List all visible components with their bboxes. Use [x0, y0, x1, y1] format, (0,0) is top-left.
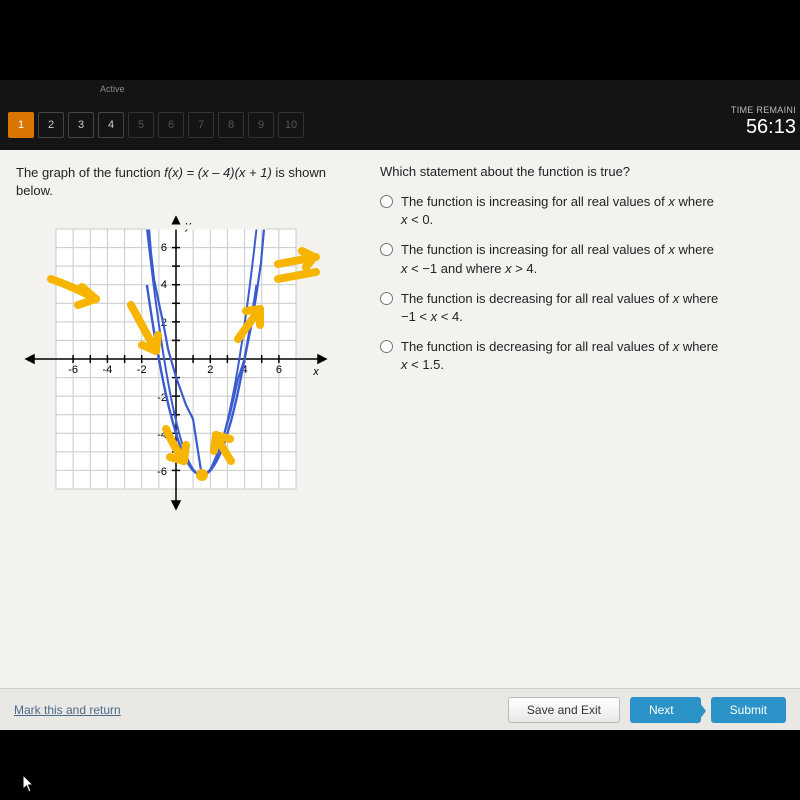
right-column: Which statement about the function is tr…	[356, 164, 784, 680]
option-4-label: The function is decreasing for all real …	[401, 338, 718, 374]
timer-value: 56:13	[731, 116, 796, 138]
content-panel: The graph of the function f(x) = (x – 4)…	[0, 150, 800, 730]
nav-q1[interactable]: 1	[8, 112, 34, 138]
option-1-label: The function is increasing for all real …	[401, 193, 714, 229]
svg-text:6: 6	[161, 242, 167, 254]
option-2[interactable]: The function is increasing for all real …	[380, 241, 784, 277]
graph: -6 -4 -2 2 4 6 6 4 2 -2 -4 -6 y x	[16, 209, 336, 519]
graph-svg: -6 -4 -2 2 4 6 6 4 2 -2 -4 -6 y x	[16, 209, 336, 519]
footer: Mark this and return Save and Exit Next …	[0, 688, 800, 730]
option-1-radio[interactable]	[380, 195, 393, 208]
prompt-text: The graph of the function f(x) = (x – 4)…	[16, 164, 356, 199]
nav-q7[interactable]: 7	[188, 112, 214, 138]
nav-q10[interactable]: 10	[278, 112, 304, 138]
svg-text:-4: -4	[103, 364, 113, 376]
next-button[interactable]: Next	[630, 697, 701, 723]
svg-text:-6: -6	[68, 364, 78, 376]
nav-q8[interactable]: 8	[218, 112, 244, 138]
nav-q2[interactable]: 2	[38, 112, 64, 138]
active-label: Active	[100, 84, 125, 94]
submit-button[interactable]: Submit	[711, 697, 786, 723]
question-text: Which statement about the function is tr…	[380, 164, 784, 179]
option-2-radio[interactable]	[380, 243, 393, 256]
option-3-radio[interactable]	[380, 292, 393, 305]
option-1[interactable]: The function is increasing for all real …	[380, 193, 784, 229]
mouse-cursor-icon	[22, 774, 36, 794]
nav-q5[interactable]: 5	[128, 112, 154, 138]
svg-text:-2: -2	[137, 364, 147, 376]
option-3-label: The function is decreasing for all real …	[401, 290, 718, 326]
quiz-screen: Active 1 2 3 4 5 6 7 8 9 10 TIME REMAINI…	[0, 80, 800, 730]
nav-q4[interactable]: 4	[98, 112, 124, 138]
svg-text:4: 4	[161, 279, 167, 291]
option-3[interactable]: The function is decreasing for all real …	[380, 290, 784, 326]
timer-label: TIME REMAINI	[731, 106, 796, 116]
prompt-fn: f(x) = (x – 4)(x + 1)	[164, 165, 272, 180]
question-nav: 1 2 3 4 5 6 7 8 9 10 TIME REMAINI 56:13	[0, 100, 800, 150]
left-column: The graph of the function f(x) = (x – 4)…	[16, 164, 356, 680]
option-2-label: The function is increasing for all real …	[401, 241, 714, 277]
save-exit-button[interactable]: Save and Exit	[508, 697, 620, 723]
prompt-pre: The graph of the function	[16, 165, 164, 180]
nav-q3[interactable]: 3	[68, 112, 94, 138]
option-4[interactable]: The function is decreasing for all real …	[380, 338, 784, 374]
header-strip: Active	[0, 80, 800, 100]
nav-q6[interactable]: 6	[158, 112, 184, 138]
svg-text:x: x	[312, 366, 319, 378]
svg-text:2: 2	[207, 364, 213, 376]
nav-q9[interactable]: 9	[248, 112, 274, 138]
svg-text:-6: -6	[157, 466, 167, 478]
mark-return-link[interactable]: Mark this and return	[14, 703, 121, 717]
option-4-radio[interactable]	[380, 340, 393, 353]
svg-text:6: 6	[276, 364, 282, 376]
timer: TIME REMAINI 56:13	[731, 106, 796, 138]
